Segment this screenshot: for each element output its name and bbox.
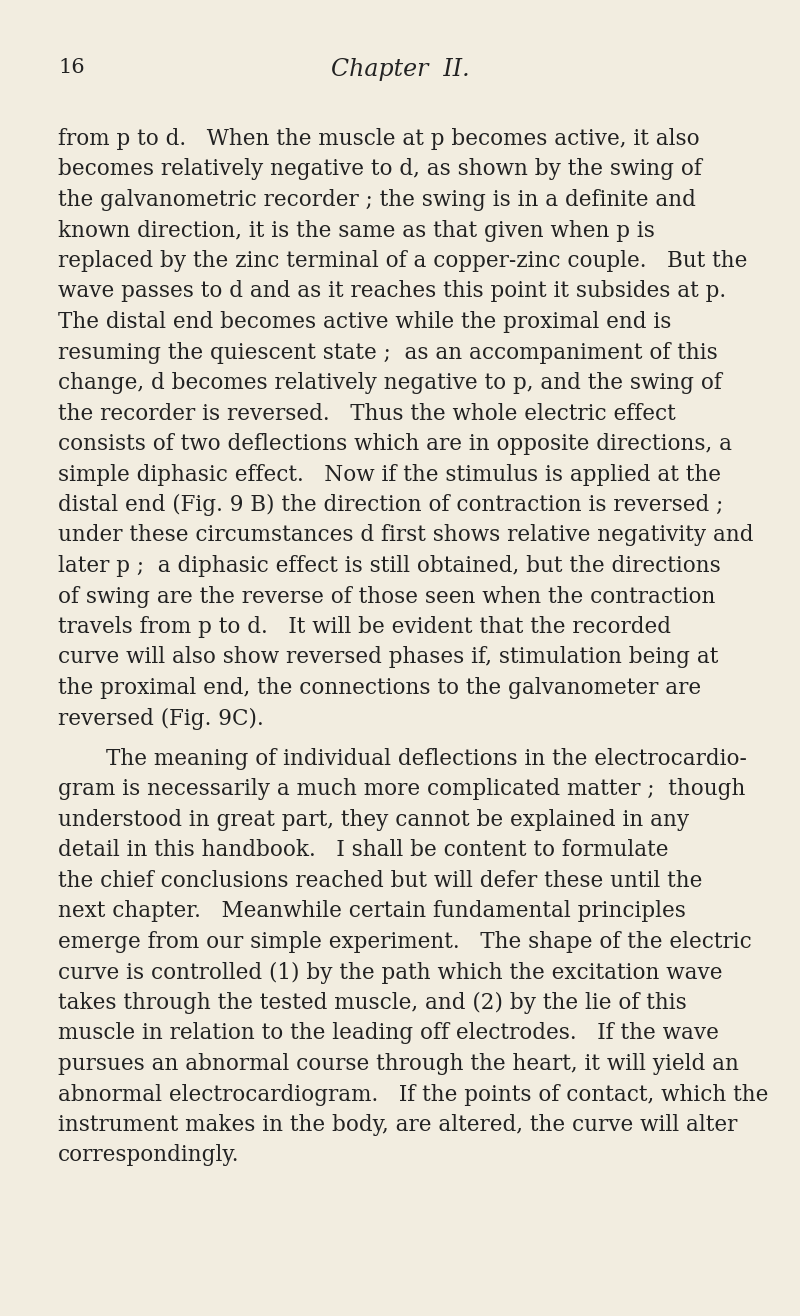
Text: replaced by the zinc terminal of a copper-zinc couple.   But the: replaced by the zinc terminal of a coppe…	[58, 250, 747, 272]
Text: curve will also show reversed phases if, stimulation being at: curve will also show reversed phases if,…	[58, 646, 718, 669]
Text: from p to d.   When the muscle at p becomes active, it also: from p to d. When the muscle at p become…	[58, 128, 700, 150]
Text: gram is necessarily a much more complicated matter ;  though: gram is necessarily a much more complica…	[58, 779, 746, 800]
Text: Chapter  II.: Chapter II.	[330, 58, 470, 82]
Text: change, d becomes relatively negative to p, and the swing of: change, d becomes relatively negative to…	[58, 372, 722, 393]
Text: curve is controlled (1) by the path which the excitation wave: curve is controlled (1) by the path whic…	[58, 962, 722, 983]
Text: the chief conclusions reached but will defer these until the: the chief conclusions reached but will d…	[58, 870, 702, 892]
Text: of swing are the reverse of those seen when the contraction: of swing are the reverse of those seen w…	[58, 586, 715, 608]
Text: simple diphasic effect.   Now if the stimulus is applied at the: simple diphasic effect. Now if the stimu…	[58, 463, 721, 486]
Text: under these circumstances d first shows relative negativity and: under these circumstances d first shows …	[58, 525, 754, 546]
Text: emerge from our simple experiment.   The shape of the electric: emerge from our simple experiment. The s…	[58, 930, 752, 953]
Text: 16: 16	[58, 58, 85, 78]
Text: takes through the tested muscle, and (2) by the lie of this: takes through the tested muscle, and (2)…	[58, 992, 686, 1015]
Text: next chapter.   Meanwhile certain fundamental principles: next chapter. Meanwhile certain fundamen…	[58, 900, 686, 923]
Text: becomes relatively negative to d, as shown by the swing of: becomes relatively negative to d, as sho…	[58, 158, 702, 180]
Text: abnormal electrocardiogram.   If the points of contact, which the: abnormal electrocardiogram. If the point…	[58, 1083, 768, 1105]
Text: understood in great part, they cannot be explained in any: understood in great part, they cannot be…	[58, 809, 689, 830]
Text: pursues an abnormal course through the heart, it will yield an: pursues an abnormal course through the h…	[58, 1053, 739, 1075]
Text: detail in this handbook.   I shall be content to formulate: detail in this handbook. I shall be cont…	[58, 840, 669, 862]
Text: muscle in relation to the leading off electrodes.   If the wave: muscle in relation to the leading off el…	[58, 1023, 719, 1045]
Text: the recorder is reversed.   Thus the whole electric effect: the recorder is reversed. Thus the whole…	[58, 403, 676, 425]
Text: the proximal end, the connections to the galvanometer are: the proximal end, the connections to the…	[58, 676, 701, 699]
Text: distal end (Fig. 9 B) the direction of contraction is reversed ;: distal end (Fig. 9 B) the direction of c…	[58, 494, 723, 516]
Text: known direction, it is the same as that given when p is: known direction, it is the same as that …	[58, 220, 655, 242]
Text: resuming the quiescent state ;  as an accompaniment of this: resuming the quiescent state ; as an acc…	[58, 341, 718, 363]
Text: later p ;  a diphasic effect is still obtained, but the directions: later p ; a diphasic effect is still obt…	[58, 555, 721, 576]
Text: reversed (Fig. 9C).: reversed (Fig. 9C).	[58, 708, 264, 729]
Text: the galvanometric recorder ; the swing is in a definite and: the galvanometric recorder ; the swing i…	[58, 190, 696, 211]
Text: consists of two deflections which are in opposite directions, a: consists of two deflections which are in…	[58, 433, 732, 455]
Text: wave passes to d and as it reaches this point it subsides at p.: wave passes to d and as it reaches this …	[58, 280, 726, 303]
Text: The distal end becomes active while the proximal end is: The distal end becomes active while the …	[58, 311, 671, 333]
Text: correspondingly.: correspondingly.	[58, 1145, 239, 1166]
Text: travels from p to d.   It will be evident that the recorded: travels from p to d. It will be evident …	[58, 616, 671, 638]
Text: instrument makes in the body, are altered, the curve will alter: instrument makes in the body, are altere…	[58, 1115, 738, 1136]
Text: The meaning of individual deflections in the electrocardio­: The meaning of individual deflections in…	[106, 747, 747, 770]
